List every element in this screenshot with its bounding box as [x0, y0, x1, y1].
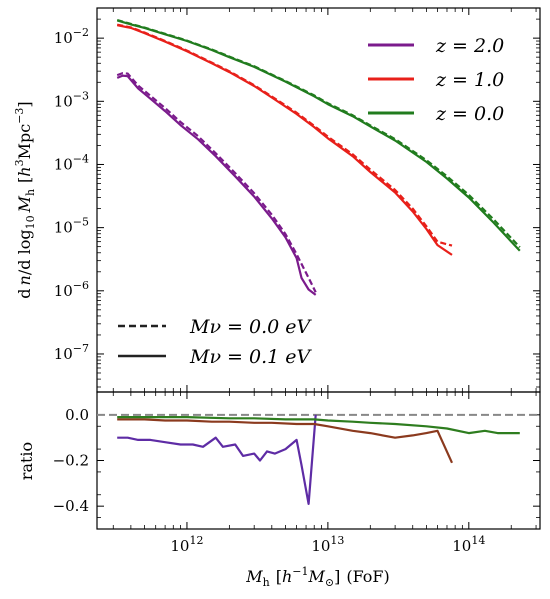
neutrino-mass-legend: Mν = 0.0 eV Mν = 0.1 eV	[118, 316, 313, 368]
main-y-tick-label: 10−4	[54, 152, 89, 173]
main-x-ticks	[112, 8, 537, 392]
main-y-tick-label-base: 10	[54, 282, 73, 300]
main-y-tick-label-base: 10	[54, 219, 73, 237]
main-y-tick-label: 10−3	[54, 89, 89, 110]
main-y-tick-label-exponent: −3	[73, 89, 89, 102]
main-y-tick-label-exponent: −2	[73, 26, 89, 39]
ratio-y-ticks: −0.4 −0.2 0.0	[53, 406, 540, 518]
main-y-tick-label-base: 10	[54, 155, 73, 173]
ratio-line-2.0	[117, 414, 317, 505]
x-tick-label-exponent: 12	[189, 534, 203, 547]
x-tick-label: 1013	[311, 534, 344, 555]
main-y-tick-label-base: 10	[54, 92, 73, 110]
series-line-1.0-solid	[116, 24, 453, 256]
legend-label: z = 0.0	[435, 103, 504, 125]
x-tick-label: 1012	[170, 534, 203, 555]
x-tick-label-exponent: 13	[330, 534, 344, 547]
main-y-tick-label: 10−2	[54, 26, 89, 47]
main-y-tick-label-exponent: −4	[73, 152, 89, 165]
legend-label: z = 1.0	[435, 69, 504, 91]
x-tick-label-exponent: 14	[471, 534, 485, 547]
main-y-tick-label-exponent: −6	[73, 279, 89, 292]
series-line-1.0-dashed	[116, 23, 453, 247]
x-tick-label-base: 10	[452, 537, 471, 555]
main-y-tick-label: 10−7	[54, 342, 89, 363]
legend-style-label: Mν = 0.0 eV	[189, 316, 313, 338]
ratio-x-ticks: 1012 1013 1014	[112, 392, 537, 555]
legend-style-label: Mν = 0.1 eV	[189, 346, 313, 368]
ratio-plot-frame	[96, 391, 541, 530]
main-y-tick-label-base: 10	[54, 345, 73, 363]
main-y-axis-label: dn/d log10Mh[h3Mpc−3]	[13, 101, 37, 298]
ratio-series-lines	[97, 413, 540, 505]
ratio-line-1.0	[117, 418, 454, 464]
ratio-y-tick-label: 0.0	[65, 406, 89, 424]
ratio-y-axis-label: ratio	[17, 442, 36, 480]
main-y-tick-label-exponent: −5	[73, 216, 89, 229]
main-y-tick-label: 10−6	[54, 279, 89, 300]
halo-mass-function-panel: 10−710−610−510−410−310−2 dn/d log10Mh[h3…	[13, 7, 541, 393]
series-line-0.0-dashed	[116, 19, 521, 248]
main-y-tick-label-base: 10	[54, 29, 73, 47]
ratio-y-tick-label: −0.4	[53, 497, 89, 515]
redshift-legend: z = 2.0 z = 1.0 z = 0.0	[368, 35, 504, 125]
main-y-tick-label: 10−5	[54, 216, 89, 237]
main-y-tick-label-exponent: −7	[73, 342, 89, 355]
series-line-2.0-solid	[116, 74, 317, 296]
x-tick-label-base: 10	[311, 537, 330, 555]
ratio-y-tick-label: −0.2	[53, 452, 89, 470]
legend-label: z = 2.0	[435, 35, 504, 57]
ratio-panel: −0.4−0.20.0 1012 1013 1014 ratio Mh [h−1M⊙]…	[17, 391, 541, 589]
x-axis-label: Mh [h−1M⊙] (FoF)	[245, 565, 390, 589]
ratio-line-0.0	[117, 416, 520, 435]
main-plot-frame	[96, 7, 541, 393]
series-line-2.0-dashed	[116, 72, 317, 293]
x-tick-label-base: 10	[170, 537, 189, 555]
main-y-ticks: 10−710−610−510−410−310−2	[54, 18, 540, 388]
main-series-lines	[116, 19, 521, 296]
x-tick-label: 1014	[452, 534, 485, 555]
